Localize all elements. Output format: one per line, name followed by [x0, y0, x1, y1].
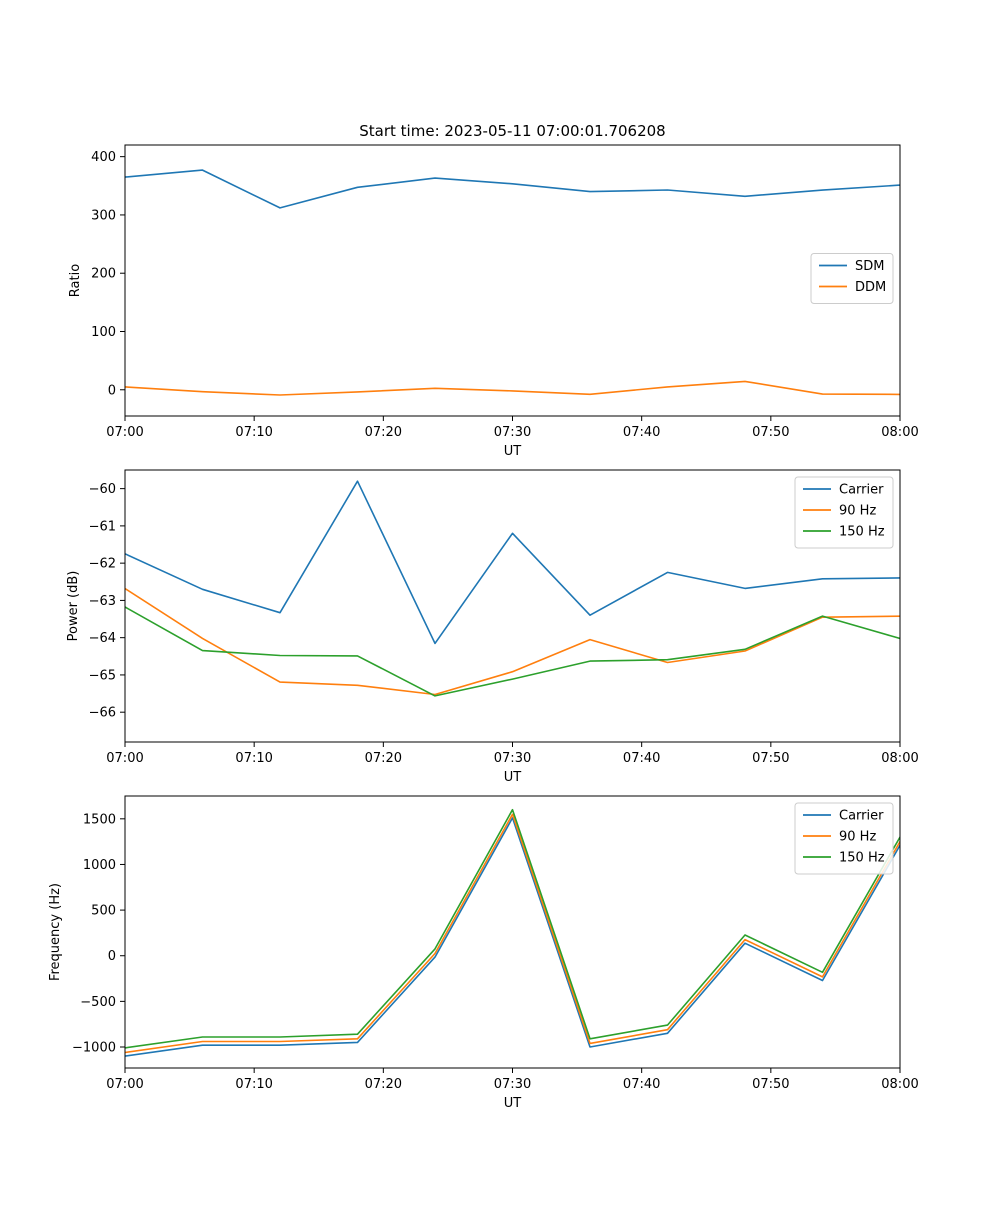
x-tick-label: 07:20 — [365, 425, 402, 440]
y-axis-label: Frequency (Hz) — [48, 883, 63, 981]
y-tick-label: −60 — [89, 482, 116, 497]
x-tick-label: 07:40 — [623, 425, 660, 440]
y-tick-label: −63 — [89, 594, 116, 609]
y-tick-label: −66 — [89, 706, 116, 721]
y-tick-label: −61 — [89, 519, 116, 534]
y-tick-label: −500 — [80, 995, 116, 1010]
y-tick-label: 1500 — [83, 812, 116, 827]
y-axis-label: Ratio — [68, 264, 83, 297]
legend-label: DDM — [855, 280, 886, 295]
x-tick-label: 08:00 — [881, 1077, 918, 1092]
x-tick-label: 07:30 — [494, 425, 531, 440]
x-axis-label: UT — [504, 444, 522, 459]
x-tick-label: 07:30 — [494, 1077, 531, 1092]
y-tick-label: 300 — [91, 208, 116, 223]
figure-title: Start time: 2023-05-11 07:00:01.706208 — [359, 122, 665, 140]
frequency-panel: 07:00 07:10 07:20 07:30 07:40 07:50 08:00 UT −10… — [48, 795, 919, 1111]
x-tick-label: 07:30 — [494, 751, 531, 766]
y-tick-label: −62 — [89, 557, 116, 572]
power-panel: 07:00 07:10 07:20 07:30 07:40 07:50 08:00 UT −66… — [66, 469, 919, 785]
x-tick-label: 07:10 — [235, 751, 272, 766]
x-tick-label: 07:40 — [623, 751, 660, 766]
x-tick-label: 08:00 — [881, 751, 918, 766]
x-tick-label: 07:40 — [623, 1077, 660, 1092]
y-tick-label: 400 — [91, 150, 116, 165]
x-axis-label: UT — [504, 770, 522, 785]
ratio-legend: SDM DDM — [810, 253, 894, 304]
legend-label: 90 Hz — [839, 504, 876, 519]
x-tick-label: 08:00 — [881, 425, 918, 440]
legend-label: 150 Hz — [839, 851, 885, 866]
y-tick-label: 1000 — [83, 858, 116, 873]
ratio-panel: 07:00 07:10 07:20 07:30 07:40 07:50 08:00 UT 0 10… — [68, 144, 919, 459]
y-tick-label: 0 — [108, 383, 116, 398]
x-tick-label: 07:50 — [752, 425, 789, 440]
x-tick-label: 07:50 — [752, 751, 789, 766]
legend-label: Carrier — [839, 483, 884, 498]
y-tick-label: 100 — [91, 325, 116, 340]
y-tick-label: −65 — [89, 668, 116, 683]
y-tick-label: −64 — [89, 631, 116, 646]
x-tick-label: 07:00 — [106, 425, 143, 440]
x-axis-label: UT — [504, 1096, 522, 1111]
y-axis-label: Power (dB) — [66, 571, 81, 642]
y-tick-label: 0 — [108, 949, 116, 964]
y-tick-label: 200 — [91, 267, 116, 282]
power-legend: Carrier 90 Hz 150 Hz — [794, 476, 894, 549]
legend-label: Carrier — [839, 809, 884, 824]
x-tick-label: 07:10 — [235, 425, 272, 440]
x-tick-label: 07:20 — [365, 751, 402, 766]
x-tick-label: 07:00 — [106, 751, 143, 766]
x-tick-label: 07:50 — [752, 1077, 789, 1092]
x-tick-label: 07:20 — [365, 1077, 402, 1092]
frequency-legend: Carrier 90 Hz 150 Hz — [794, 802, 894, 875]
x-tick-label: 07:00 — [106, 1077, 143, 1092]
x-tick-label: 07:10 — [235, 1077, 272, 1092]
legend-label: 150 Hz — [839, 525, 885, 540]
legend-label: SDM — [855, 259, 884, 274]
legend-label: 90 Hz — [839, 830, 876, 845]
y-tick-label: −1000 — [72, 1041, 116, 1056]
y-tick-label: 500 — [91, 904, 116, 919]
